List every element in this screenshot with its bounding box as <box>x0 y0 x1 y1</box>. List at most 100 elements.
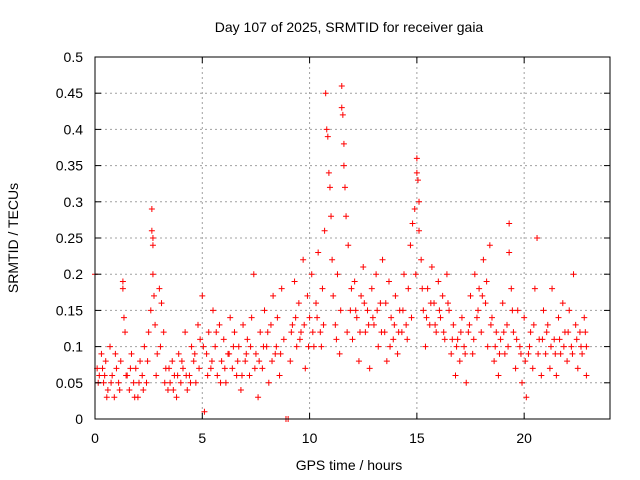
data-point <box>556 336 563 343</box>
data-point <box>237 387 244 394</box>
data-point <box>216 321 223 328</box>
data-point <box>328 213 335 220</box>
data-point <box>301 321 308 328</box>
data-point <box>318 343 325 350</box>
data-point <box>269 358 276 365</box>
data-point <box>177 379 184 386</box>
data-point <box>152 321 159 328</box>
data-point <box>509 307 516 314</box>
data-point <box>569 350 576 357</box>
data-point <box>117 358 124 365</box>
data-point <box>179 365 186 372</box>
data-point <box>158 300 165 307</box>
x-tick-label: 10 <box>302 430 318 446</box>
data-point <box>320 321 327 328</box>
data-point <box>157 343 164 350</box>
data-point <box>582 329 589 336</box>
data-point <box>506 220 513 227</box>
grid-lines <box>95 57 610 419</box>
data-point <box>235 343 242 350</box>
data-point <box>408 314 415 321</box>
data-point <box>492 343 499 350</box>
data-point <box>166 365 173 372</box>
data-point <box>358 292 365 299</box>
data-point <box>452 372 459 379</box>
data-point <box>135 379 142 386</box>
data-point <box>501 350 508 357</box>
data-point <box>149 271 156 278</box>
data-point <box>330 292 337 299</box>
data-point <box>102 358 109 365</box>
data-point <box>450 321 457 328</box>
data-point <box>572 321 579 328</box>
data-point <box>432 321 439 328</box>
data-point <box>274 314 281 321</box>
data-point <box>183 372 190 379</box>
data-point <box>305 343 312 350</box>
data-point <box>321 227 328 234</box>
data-point <box>288 329 295 336</box>
data-point <box>325 169 332 176</box>
data-point <box>293 343 300 350</box>
data-point <box>119 285 126 292</box>
data-point <box>547 343 554 350</box>
data-point <box>270 292 277 299</box>
data-point <box>544 321 551 328</box>
data-point <box>178 358 185 365</box>
data-point <box>457 329 464 336</box>
data-point <box>227 314 234 321</box>
data-point <box>493 329 500 336</box>
data-point <box>385 278 392 285</box>
data-point <box>149 242 156 249</box>
data-point <box>100 379 107 386</box>
data-point <box>332 321 339 328</box>
data-point <box>375 343 382 350</box>
y-axis-label: SRMTID / TECUs <box>5 183 21 293</box>
data-point <box>340 140 347 147</box>
data-point <box>132 365 139 372</box>
data-point <box>144 358 151 365</box>
data-point <box>365 321 372 328</box>
y-tick-label: 0 <box>75 411 83 427</box>
data-point <box>326 184 333 191</box>
data-point <box>510 329 517 336</box>
data-point <box>352 307 359 314</box>
data-point <box>309 329 316 336</box>
y-tick-label: 0.35 <box>56 158 83 174</box>
data-point <box>173 394 180 401</box>
data-point <box>476 285 483 292</box>
data-point <box>383 358 390 365</box>
data-point <box>343 213 350 220</box>
data-point <box>495 372 502 379</box>
data-point <box>436 307 443 314</box>
data-point <box>314 314 321 321</box>
data-point <box>131 394 138 401</box>
data-point <box>412 271 419 278</box>
data-point <box>574 365 581 372</box>
data-point <box>427 300 434 307</box>
y-tick-label: 0.4 <box>64 121 84 137</box>
x-tick-label: 15 <box>409 430 425 446</box>
data-point <box>423 314 430 321</box>
data-point <box>486 242 493 249</box>
y-tick-label: 0.2 <box>64 266 84 282</box>
data-point <box>174 372 181 379</box>
data-point <box>113 365 120 372</box>
data-point <box>137 358 144 365</box>
data-point <box>392 292 399 299</box>
data-point <box>551 336 558 343</box>
data-point <box>296 336 303 343</box>
data-point <box>543 329 550 336</box>
data-point <box>583 343 590 350</box>
data-point <box>264 329 271 336</box>
data-point <box>242 358 249 365</box>
data-point <box>564 358 571 365</box>
data-point <box>339 111 346 118</box>
data-point <box>338 82 345 89</box>
data-point <box>534 235 541 241</box>
data-point <box>98 350 105 357</box>
data-point <box>391 321 398 328</box>
data-point <box>222 379 229 386</box>
data-point <box>557 350 564 357</box>
